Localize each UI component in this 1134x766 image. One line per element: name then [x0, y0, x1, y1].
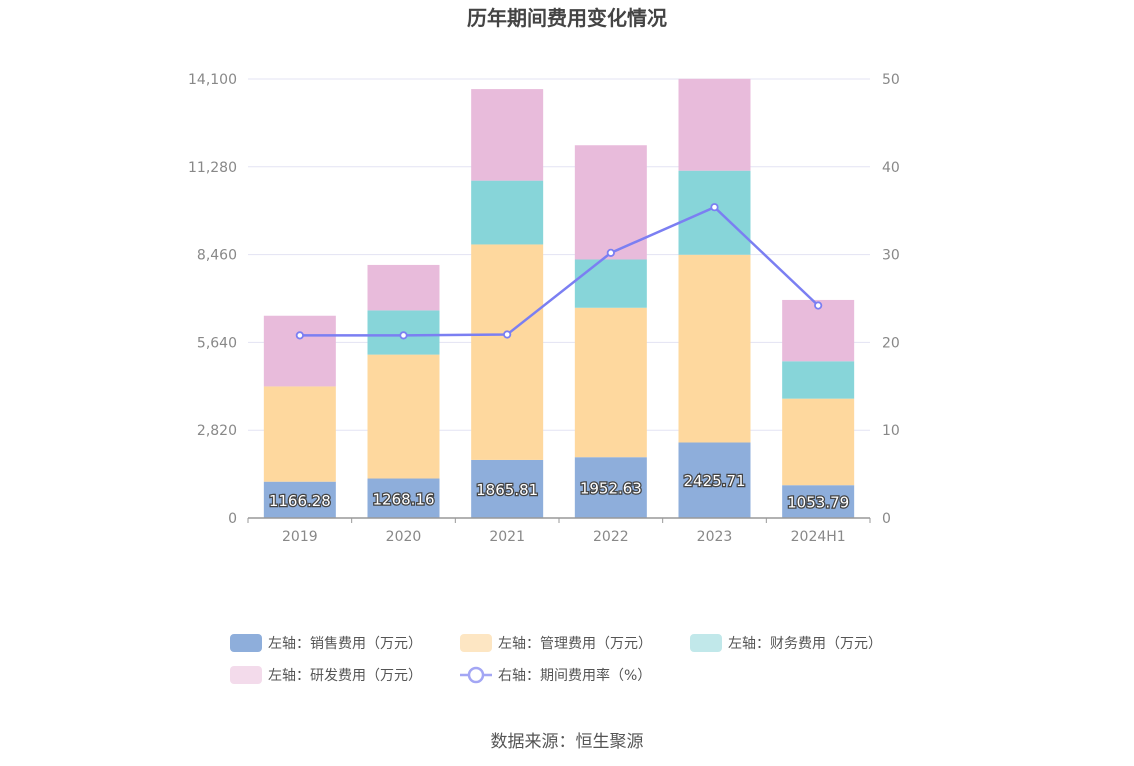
bar-segment — [782, 361, 855, 399]
rate-point — [295, 331, 304, 340]
bar-value-label: 1053.79 — [787, 494, 849, 512]
legend-label: 左轴：研发费用（万元） — [268, 668, 422, 684]
left-tick-label: 5,640 — [197, 335, 237, 351]
legend-label: 左轴：销售费用（万元） — [268, 636, 422, 652]
bar-segment — [574, 457, 647, 518]
line-layer — [295, 203, 823, 340]
bar-label-layer: 1166.28 1268.16 1865.81 1952.63 2425.71 1053.… — [268, 471, 851, 513]
legend-swatch — [690, 634, 722, 652]
right-axis-ticks: 0 10 20 30 40 50 — [882, 72, 900, 527]
chart-title: 历年期间费用变化情况 — [467, 6, 667, 30]
rate-point — [503, 330, 512, 339]
rate-point — [399, 331, 408, 340]
bar-segment — [367, 354, 440, 479]
legend-swatch — [230, 666, 262, 684]
bar-segment — [678, 78, 751, 171]
bar-segment — [263, 386, 336, 482]
left-tick-label: 0 — [228, 511, 237, 527]
bar-segment — [678, 170, 751, 255]
grid-layer — [248, 78, 870, 431]
bar-value-label: 1865.81 — [476, 481, 538, 499]
bar-segment — [471, 244, 544, 460]
bar-value-label: 1952.63 — [580, 480, 642, 498]
x-axis-ticks: 2019 2020 2021 2022 2023 2024H1 — [247, 518, 871, 545]
right-tick-label: 20 — [882, 335, 900, 351]
legend-swatch — [230, 634, 262, 652]
right-tick-label: 50 — [882, 72, 900, 88]
bar-value-label: 1166.28 — [269, 492, 331, 510]
legend-item: 左轴：管理费用（万元） — [460, 634, 652, 652]
legend-item: 左轴：研发费用（万元） — [230, 666, 422, 684]
rate-line — [299, 205, 820, 337]
legend-marker — [467, 666, 485, 684]
x-tick-label: 2020 — [386, 529, 422, 545]
legend: 左轴：销售费用（万元） 左轴：管理费用（万元） 左轴：财务费用（万元） 左轴：研发费用… — [230, 634, 882, 684]
bar-segment — [471, 459, 544, 518]
bar-segment — [782, 398, 855, 486]
bar-segment — [263, 481, 336, 518]
right-tick-label: 40 — [882, 160, 900, 176]
bar-segment — [782, 299, 855, 362]
right-tick-label: 10 — [882, 423, 900, 439]
legend-item: 左轴：财务费用（万元） — [690, 634, 882, 652]
bar-segment — [782, 485, 855, 518]
x-tick-label: 2022 — [593, 529, 629, 545]
rate-point — [710, 203, 719, 212]
legend-swatch — [460, 634, 492, 652]
bar-segment — [678, 442, 751, 518]
legend-item: 右轴：期间费用率（%） — [460, 666, 651, 684]
bar-segment — [574, 259, 647, 308]
bar-segment — [367, 264, 440, 311]
left-tick-label: 2,820 — [197, 423, 237, 439]
x-tick-label: 2019 — [282, 529, 318, 545]
left-tick-label: 11,280 — [188, 160, 237, 176]
legend-label: 左轴：管理费用（万元） — [498, 636, 652, 652]
bar-segment — [678, 254, 751, 443]
bar-segment — [367, 478, 440, 518]
bar-segment — [574, 307, 647, 458]
legend-label: 左轴：财务费用（万元） — [728, 636, 882, 652]
rate-point — [814, 301, 823, 310]
bar-segment — [574, 145, 647, 260]
bar-segment — [471, 89, 544, 181]
legend-item: 左轴：销售费用（万元） — [230, 634, 422, 652]
x-tick-label: 2024H1 — [791, 529, 846, 545]
data-source: 数据来源：恒生聚源 — [491, 732, 644, 752]
bar-value-label: 1268.16 — [372, 490, 434, 508]
left-axis-ticks: 0 2,820 5,640 8,460 11,280 14,100 — [188, 72, 237, 527]
x-tick-label: 2021 — [489, 529, 525, 545]
rate-point — [606, 248, 615, 257]
right-tick-label: 0 — [882, 511, 891, 527]
left-tick-label: 8,460 — [197, 248, 237, 264]
left-tick-label: 14,100 — [188, 72, 237, 88]
bar-value-label: 2425.71 — [683, 472, 745, 490]
bar-layer — [263, 78, 855, 518]
x-tick-label: 2023 — [697, 529, 733, 545]
bar-segment — [263, 315, 336, 387]
legend-label: 右轴：期间费用率（%） — [498, 667, 651, 684]
bar-segment — [471, 180, 544, 245]
right-tick-label: 30 — [882, 248, 900, 264]
